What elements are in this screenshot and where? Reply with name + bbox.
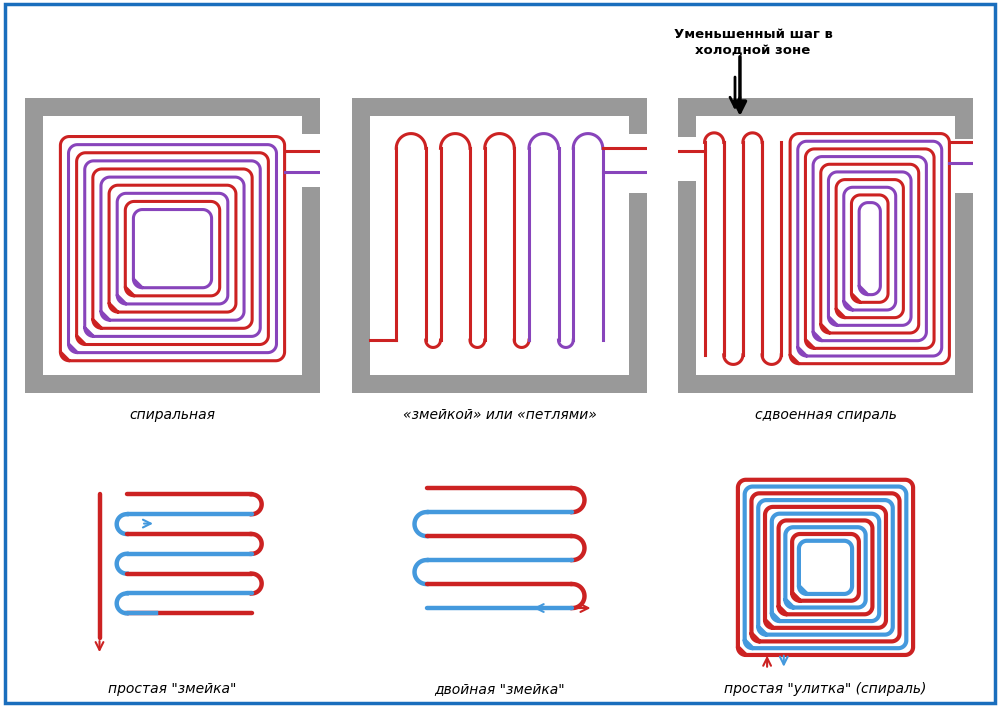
Text: простая "змейка": простая "змейка" <box>108 682 237 696</box>
Text: Уменьшенный шаг в
холодной зоне: Уменьшенный шаг в холодной зоне <box>674 28 832 57</box>
Bar <box>696 116 955 375</box>
Text: «змейкой» или «петлями»: «змейкой» или «петлями» <box>403 408 596 422</box>
Text: сдвоенная спираль: сдвоенная спираль <box>755 408 896 422</box>
Bar <box>43 116 302 375</box>
Bar <box>629 134 647 192</box>
Text: простая "улитка" (спираль): простая "улитка" (спираль) <box>724 682 927 696</box>
Bar <box>678 136 696 181</box>
Bar <box>302 134 320 187</box>
Bar <box>370 116 629 375</box>
Text: двойная "змейка": двойная "змейка" <box>434 682 565 696</box>
Bar <box>955 139 973 192</box>
Text: спиральная: спиральная <box>130 408 216 422</box>
